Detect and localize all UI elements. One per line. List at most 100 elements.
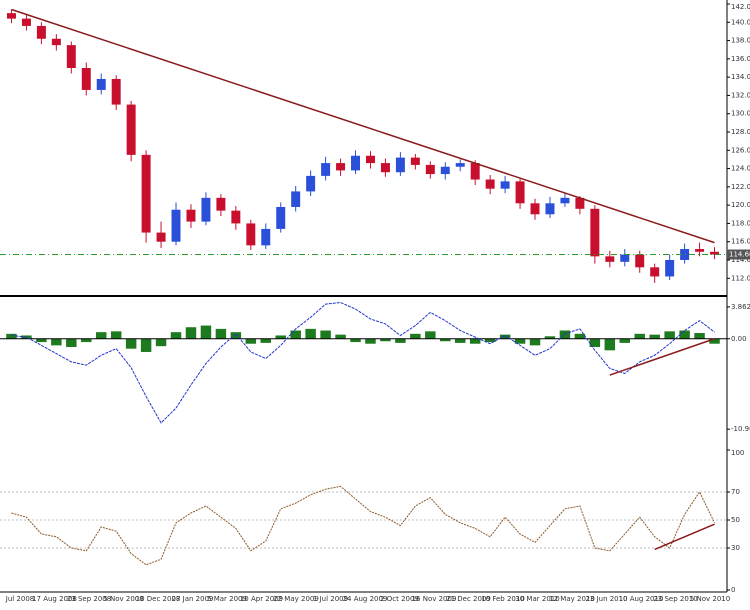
- macd-histogram-bar: [335, 334, 346, 339]
- candle-body: [201, 197, 211, 222]
- macd-histogram-bar: [679, 330, 690, 339]
- current-price-label: 114.60: [729, 251, 750, 259]
- y-tick-label: 140.00: [731, 18, 750, 26]
- macd-histogram-bar: [320, 330, 331, 339]
- y-tick-label: -10.96: [731, 425, 750, 433]
- y-tick-label: 3.862: [731, 303, 750, 311]
- macd-histogram-bar: [140, 338, 152, 352]
- macd-histogram-bar: [709, 338, 720, 344]
- candle-body: [440, 166, 450, 175]
- y-tick-label: 120.00: [731, 201, 750, 209]
- y-tick-label: 0: [731, 586, 735, 594]
- macd-histogram-bar: [21, 335, 32, 339]
- candle-body: [36, 25, 46, 39]
- macd-histogram-bar: [365, 338, 376, 344]
- x-tick-label: 1 Jul 2009: [313, 595, 348, 603]
- macd-histogram-bar: [260, 338, 272, 343]
- macd-histogram-bar: [454, 338, 466, 343]
- x-tick-label: 5 Nov 2010: [690, 595, 730, 603]
- y-tick-label: 118.00: [731, 219, 750, 227]
- candle-body: [410, 157, 420, 165]
- macd-signal-line: [11, 301, 715, 424]
- macd-histogram-bar: [66, 338, 77, 348]
- candle-body: [455, 163, 465, 167]
- candle-body: [66, 45, 76, 68]
- macd-histogram-bar: [305, 328, 316, 339]
- macd-histogram-bar: [469, 338, 481, 344]
- candle-body: [51, 38, 61, 46]
- y-tick-label: 128.00: [731, 128, 750, 136]
- macd-histogram-bar: [604, 338, 616, 351]
- macd-histogram-bar: [6, 333, 17, 339]
- indicator-line: [11, 485, 715, 566]
- candle-body: [141, 154, 151, 233]
- candle-body: [380, 163, 390, 173]
- candle-body: [710, 251, 720, 255]
- candle-body: [6, 13, 16, 19]
- y-tick-label: 134.00: [731, 73, 750, 81]
- macd-histogram-bar: [230, 332, 242, 339]
- x-tick-label: 5 Mar 2009: [207, 595, 247, 603]
- macd-histogram-bar: [155, 338, 167, 347]
- macd-histogram-bar: [619, 338, 631, 343]
- macd-histogram-bar: [380, 338, 391, 342]
- macd-histogram-bar: [36, 338, 47, 343]
- candle-body: [81, 68, 91, 90]
- macd-histogram-bar: [529, 338, 541, 346]
- x-tick-label: 5 Nov 2008: [103, 595, 143, 603]
- candle-body: [665, 260, 675, 277]
- macd-histogram-bar: [410, 333, 421, 339]
- candle-body: [620, 254, 630, 262]
- x-tick-label: 23 Jun 2010: [585, 595, 627, 603]
- trendline: [11, 8, 715, 244]
- candle-body: [530, 203, 540, 215]
- y-tick-label: 138.00: [731, 37, 750, 45]
- candle-body: [171, 209, 181, 242]
- macd-histogram-bar: [634, 333, 645, 339]
- y-tick-label: 142.00: [731, 3, 750, 11]
- x-tick-label: 16 Nov 2009: [412, 595, 457, 603]
- candle-body: [500, 181, 510, 189]
- candle-body: [321, 163, 331, 176]
- macd-histogram-bar: [395, 338, 406, 343]
- macd-histogram-bar: [514, 338, 526, 344]
- candle-body: [635, 254, 645, 268]
- macd-histogram-bar: [574, 333, 586, 339]
- y-tick-label: 126.00: [731, 146, 750, 154]
- macd-histogram-bar: [559, 330, 571, 339]
- candle-body: [425, 164, 435, 175]
- candle-body: [351, 155, 361, 171]
- candle-body: [261, 228, 271, 246]
- macd-histogram-bar: [589, 338, 601, 348]
- y-tick-label: 50: [731, 516, 740, 524]
- candle-body: [575, 197, 585, 209]
- macd-histogram-bar: [290, 330, 301, 339]
- candle-body: [96, 78, 106, 90]
- macd-histogram-bar: [694, 332, 705, 339]
- candle-body: [216, 197, 226, 211]
- x-tick-label: 17 Aug 2008: [32, 595, 77, 603]
- macd-histogram-bar: [245, 338, 257, 344]
- macd-histogram-bar: [95, 332, 107, 339]
- macd-histogram-bar: [664, 331, 675, 339]
- macd-histogram-bar: [215, 328, 227, 339]
- macd-histogram-bar: [51, 338, 62, 346]
- candle-body: [276, 206, 286, 229]
- y-tick-label: 70: [731, 488, 740, 496]
- candle-body: [306, 175, 316, 192]
- candle-body: [695, 249, 705, 252]
- candle-body: [680, 249, 690, 260]
- candle-body: [485, 179, 495, 189]
- macd-histogram-bar: [185, 327, 197, 339]
- current-price-box: [727, 249, 750, 260]
- macd-histogram-bar: [484, 338, 496, 343]
- x-tick-label: 10 Aug 2010: [619, 595, 664, 603]
- x-tick-label: 10 Dec 2008: [136, 595, 181, 603]
- macd-histogram-bar: [125, 338, 137, 349]
- candle-body: [126, 104, 136, 155]
- y-tick-label: 116.00: [731, 238, 750, 246]
- candle-body: [560, 197, 570, 204]
- y-tick-label: 124.00: [731, 165, 750, 173]
- x-tick-label: Jul 2008: [5, 595, 35, 603]
